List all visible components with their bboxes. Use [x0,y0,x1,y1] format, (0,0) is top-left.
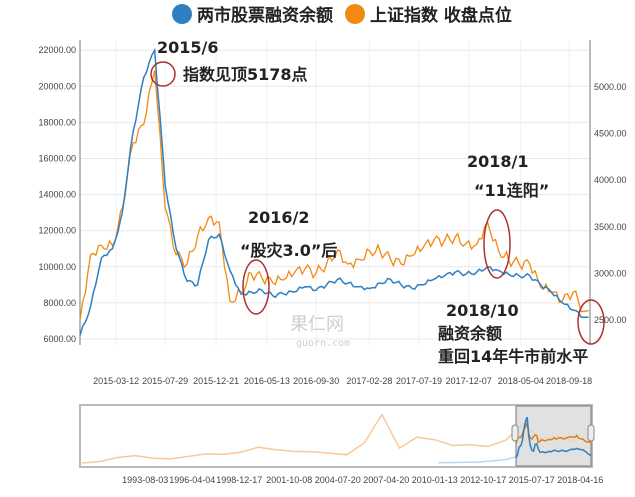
navigator-tick-label: 2012-10-17 [460,475,506,485]
navigator-handle-left[interactable] [511,424,519,442]
x-tick-label: 2018-05-04 [498,376,544,386]
annotation-circle-2016-2 [242,259,270,315]
legend: 两市股票融资余额 上证指数 收盘点位 [172,4,512,26]
left-tick-label: 14000.00 [38,190,76,200]
x-tick-label: 2016-09-30 [293,376,339,386]
navigator-selected-margin [515,416,592,459]
navigator-margin-line [438,454,520,464]
annotation-text: 2018/10 [446,301,519,320]
x-tick-label: 2017-12-07 [446,376,492,386]
navigator[interactable]: 1993-08-03 1996-04-04 1998-12-17 2001-10-08… [79,404,603,485]
watermark-url: guorn.com [296,338,350,349]
annotation-text: 2018/1 [467,152,529,171]
annotation-text: 融资余额 [438,324,502,343]
annotation-text: 2016/2 [248,208,310,227]
navigator-tick-label: 1993-08-03 [122,475,168,485]
annotation-2016-2: 2016/2 “股灾3.0”后 [240,208,337,260]
annotation-text: “股灾3.0”后 [240,241,337,260]
right-tick-label: 3500.00 [594,222,627,232]
x-tick-label: 2018-09-18 [546,376,592,386]
navigator-tick-label: 2018-04-16 [557,475,603,485]
x-tick-label: 2016-05-13 [244,376,290,386]
x-tick-label: 2017-02-28 [346,376,392,386]
navigator-tick-label: 2015-07-17 [509,475,555,485]
annotation-text: “11连阳” [474,181,549,200]
annotation-circle-2015-6 [150,61,176,87]
legend-item-margin[interactable]: 两市股票融资余额 [172,4,333,26]
legend-label: 上证指数 收盘点位 [370,5,512,26]
watermark: 果仁网 guorn.com [290,314,350,349]
annotation-2015-6: 2015/6 指数见顶5178点 [157,38,308,84]
annotation-text: 指数见顶5178点 [183,65,308,84]
navigator-tick-label: 2004-07-20 [315,475,361,485]
navigator-index-line [81,412,577,464]
navigator-handle-right[interactable] [587,424,595,442]
navigator-tick-label: 2010-01-13 [412,475,458,485]
annotation-circle-2018-1 [483,209,511,279]
left-tick-label: 22000.00 [38,45,76,55]
navigator-selection[interactable] [515,405,592,467]
gridlines [80,40,590,345]
annotation-2018-10: 2018/10 融资余额 重回14年牛市前水平 [438,301,588,366]
annotation-circle-2018-10 [577,299,605,345]
left-tick-label: 10000.00 [38,262,76,272]
x-tick-label: 2015-07-29 [142,376,188,386]
right-tick-label: 4000.00 [594,175,627,185]
legend-marker-orange [345,4,365,24]
legend-label: 两市股票融资余额 [197,5,333,26]
left-tick-label: 8000.00 [43,298,76,308]
navigator-tick-label: 1996-04-04 [169,475,215,485]
x-tick-label: 2015-03-12 [93,376,139,386]
legend-item-index[interactable]: 上证指数 收盘点位 [345,4,512,26]
x-tick-label: 2015-12-21 [193,376,239,386]
right-tick-label: 3000.00 [594,268,627,278]
right-tick-label: 4500.00 [594,129,627,139]
left-tick-label: 16000.00 [38,154,76,164]
annotation-text: 2015/6 [157,38,219,57]
left-tick-label: 20000.00 [38,81,76,91]
left-tick-label: 12000.00 [38,226,76,236]
right-tick-label: 2500.00 [594,315,627,325]
series-margin-line [79,47,589,336]
series-index-line [79,70,589,321]
right-tick-label: 5000.00 [594,82,627,92]
annotation-2018-1: 2018/1 “11连阳” [467,152,549,200]
legend-marker-blue [172,4,192,24]
left-tick-label: 18000.00 [38,117,76,127]
navigator-tick-label: 2001-10-08 [266,475,312,485]
navigator-tick-label: 1998-12-17 [216,475,262,485]
annotation-text: 重回14年牛市前水平 [438,347,588,366]
left-tick-label: 6000.00 [43,334,76,344]
x-tick-label: 2017-07-19 [396,376,442,386]
navigator-tick-label: 2007-04-20 [363,475,409,485]
watermark-name: 果仁网 [290,314,344,335]
